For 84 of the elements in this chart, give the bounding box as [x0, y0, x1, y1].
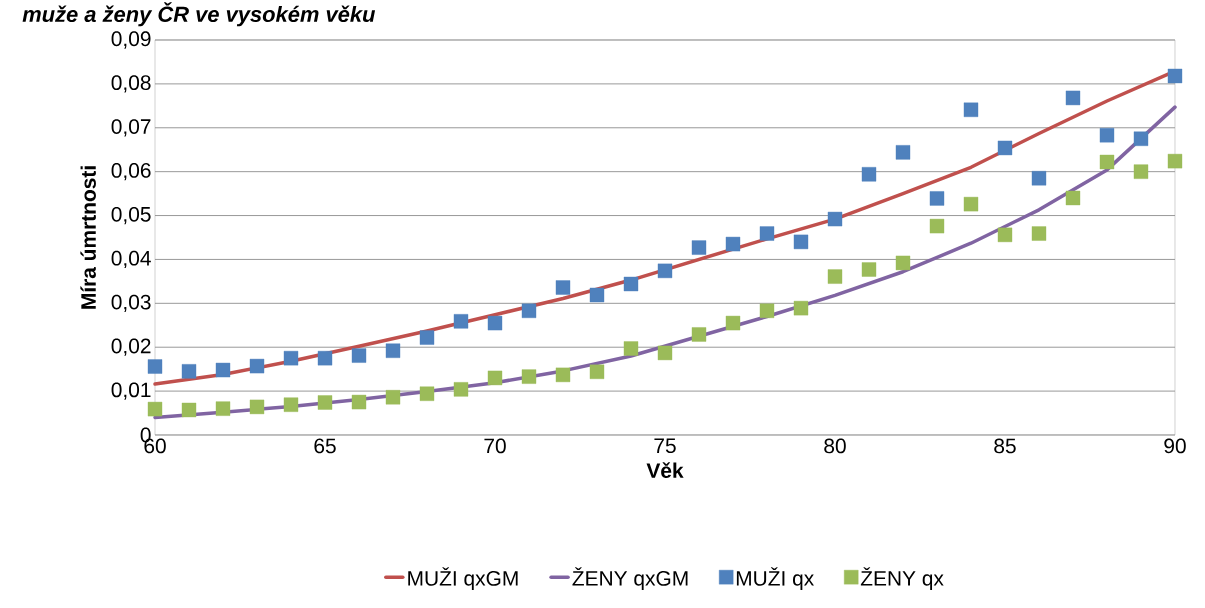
- point: [453, 314, 469, 329]
- point: [181, 364, 197, 379]
- y-tick-label: 0,09: [111, 31, 151, 49]
- point: [317, 395, 333, 410]
- point: [691, 327, 707, 342]
- point: [1167, 153, 1183, 169]
- x-tick-label: 75: [654, 438, 676, 454]
- point: [861, 167, 877, 182]
- x-tick-label: 80: [824, 438, 846, 454]
- point: [1065, 190, 1081, 206]
- point: [589, 287, 605, 303]
- point: [249, 399, 265, 415]
- legend-label: MUŽI qx: [736, 567, 814, 590]
- point: [351, 394, 367, 410]
- point: [283, 350, 299, 366]
- y-tick-label: 0,07: [111, 119, 151, 137]
- point: [1031, 226, 1047, 241]
- y-tick-label: 0,08: [111, 75, 151, 93]
- point: [283, 397, 299, 412]
- point: [487, 370, 503, 386]
- point: [419, 330, 435, 345]
- point: [147, 359, 163, 374]
- point: [215, 401, 231, 416]
- y-tick-label: 0,04: [111, 250, 151, 269]
- point: [215, 362, 231, 378]
- point: [181, 402, 197, 418]
- y-axis-title: Míra úmrtnosti: [80, 166, 96, 309]
- x-tick-label: 70: [484, 438, 506, 454]
- point: [691, 240, 707, 255]
- point: [1031, 171, 1047, 186]
- point: [929, 191, 945, 206]
- y-tick-label: 0,06: [111, 163, 151, 181]
- point: [963, 196, 979, 212]
- point: [1133, 164, 1149, 179]
- point: [385, 343, 401, 358]
- y-tick-label: 0,05: [111, 206, 151, 225]
- point: [453, 382, 469, 397]
- x-tick-label: 65: [314, 438, 336, 454]
- point: [657, 263, 673, 279]
- point: [1099, 128, 1115, 143]
- point: [1065, 90, 1081, 106]
- point: [895, 255, 911, 271]
- point: [147, 401, 163, 417]
- point: [725, 315, 741, 331]
- point: [827, 269, 843, 284]
- point: [759, 303, 775, 318]
- point: [929, 218, 945, 234]
- point: [351, 348, 367, 363]
- point: [419, 386, 435, 401]
- y-tick-label: 0,03: [111, 294, 151, 312]
- point: [317, 350, 333, 366]
- point: [521, 303, 537, 318]
- legend-label: MUŽI qxGM: [408, 567, 518, 590]
- point: [997, 140, 1013, 156]
- chart-title: muže a ženy ČR ve vysokém věku: [22, 2, 376, 27]
- point: [623, 276, 639, 292]
- point: [1133, 131, 1149, 146]
- point: [521, 369, 537, 384]
- point: [793, 300, 809, 316]
- point: [1099, 154, 1115, 170]
- legend-label: ŽENY qx: [860, 567, 944, 590]
- point: [895, 145, 911, 160]
- point: [827, 211, 843, 227]
- x-tick-label: 85: [994, 438, 1016, 454]
- point: [963, 102, 979, 117]
- point: [555, 367, 571, 383]
- point: [623, 341, 639, 356]
- point: [1167, 68, 1183, 84]
- point: [861, 262, 877, 277]
- x-tick-label: 90: [1164, 438, 1186, 454]
- point: [385, 390, 401, 405]
- point: [725, 236, 741, 252]
- point: [589, 364, 605, 379]
- point: [997, 227, 1013, 243]
- point: [555, 280, 571, 295]
- point: [793, 234, 809, 250]
- point: [487, 315, 503, 331]
- legend-label: ŽENY qxGM: [572, 567, 688, 590]
- point: [759, 226, 775, 241]
- y-tick-label: 0,01: [111, 382, 151, 400]
- point: [657, 345, 673, 361]
- point: [249, 358, 265, 374]
- y-tick-label: 0,02: [111, 338, 151, 356]
- x-axis-title: Věk: [646, 462, 684, 478]
